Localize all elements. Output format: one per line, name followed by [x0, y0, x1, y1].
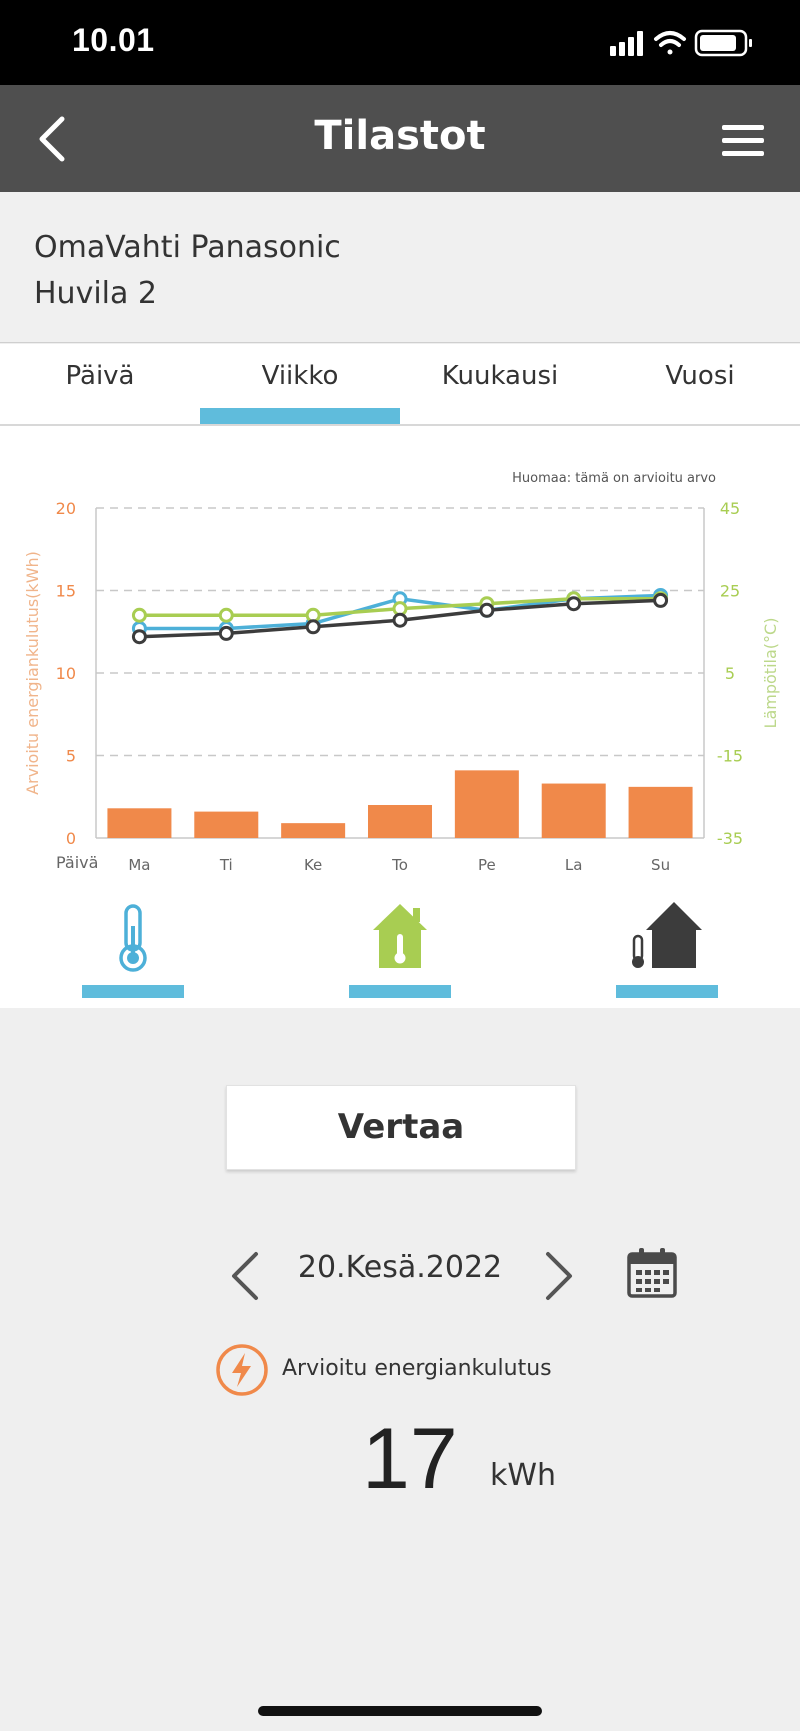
toggle-outdoor-temperature[interactable] — [616, 896, 718, 1006]
y-tick-label: 5 — [66, 747, 76, 766]
x-tick-label: To — [391, 856, 408, 874]
y2-axis-label: Lämpötila(°C) — [761, 618, 780, 729]
current-date: 20.Kesä.2022 — [297, 1250, 503, 1285]
toggle-indicator — [82, 985, 184, 998]
compare-button[interactable]: Vertaa — [226, 1085, 576, 1170]
status-time: 10.01 — [72, 22, 155, 58]
bar-Pe — [454, 770, 519, 838]
chart-note: Huomaa: tämä on arvioitu arvo — [512, 471, 716, 486]
series-point-3 — [305, 619, 321, 635]
bar-To — [368, 805, 432, 838]
bar-Su — [628, 786, 693, 838]
toggle-temperature[interactable] — [82, 896, 184, 1006]
thermometer-icon — [119, 904, 147, 972]
series-point-3 — [218, 625, 234, 641]
device-name: OmaVahti Panasonic — [34, 230, 341, 265]
x-tick-label: Ke — [304, 856, 322, 874]
y2-tick-label: 5 — [725, 664, 735, 683]
series-point-3 — [653, 592, 669, 608]
toggle-indicator — [349, 985, 451, 998]
energy-unit: kWh — [490, 1458, 557, 1493]
y2-tick-label: 45 — [720, 499, 740, 518]
chevron-left-icon — [232, 1252, 258, 1300]
x-tick-label: Ti — [219, 856, 233, 874]
tab-year[interactable]: Vuosi — [665, 361, 735, 391]
date-navigation: 20.Kesä.2022 — [0, 1240, 800, 1310]
x-tick-label: La — [565, 856, 583, 874]
series-point-3 — [131, 629, 147, 645]
bar-La — [541, 783, 606, 838]
bar-Ma — [107, 808, 172, 838]
chevron-right-icon — [546, 1252, 572, 1300]
next-date-button[interactable] — [538, 1250, 578, 1302]
device-panel: OmaVahti Panasonic Huvila 2 — [0, 192, 800, 343]
series-point-3 — [566, 596, 582, 612]
outdoor-house-icon — [632, 902, 702, 968]
x-tick-label: Su — [651, 856, 670, 874]
app-header: Tilastot — [0, 85, 800, 192]
status-icons — [610, 29, 752, 57]
chart-panel: Huomaa: tämä on arvioitu arvo 0 5 10 15 20 -35… — [0, 426, 800, 1008]
chevron-left-icon — [39, 116, 65, 162]
y2-tick-label: 25 — [720, 582, 740, 601]
calendar-icon — [627, 1248, 677, 1298]
series-point-2 — [131, 607, 147, 623]
menu-button[interactable] — [720, 121, 770, 161]
page-title: Tilastot — [314, 113, 486, 159]
bar-Ti — [194, 811, 259, 838]
x-axis-label: Päivä — [56, 853, 98, 872]
energy-value: 17 — [362, 1411, 458, 1507]
bar-Ke — [281, 823, 346, 838]
toggle-indicator — [616, 985, 718, 998]
toggle-indoor-temperature[interactable] — [349, 896, 451, 1006]
x-tick-label: Pe — [478, 856, 496, 874]
period-tabs: Päivä Viikko Kuukausi Vuosi — [0, 344, 800, 426]
device-location: Huvila 2 — [34, 276, 158, 311]
series-point-3 — [479, 602, 495, 618]
y-tick-label: 15 — [56, 582, 76, 601]
x-tick-label: Ma — [128, 856, 150, 874]
calendar-button[interactable] — [626, 1246, 678, 1300]
previous-date-button[interactable] — [226, 1250, 266, 1302]
energy-label: Arvioitu energiankulutus — [282, 1356, 552, 1381]
y-tick-label: 0 — [66, 829, 76, 848]
tab-week[interactable]: Viikko — [200, 344, 400, 424]
hamburger-icon — [722, 125, 764, 156]
series-point-3 — [392, 612, 408, 628]
home-indicator[interactable] — [258, 1706, 542, 1716]
lightning-bolt-icon — [216, 1344, 268, 1396]
y-axis-label: Arvioitu energiankulutus(kWh) — [23, 551, 42, 795]
battery-icon — [694, 29, 752, 57]
y-tick-label: 20 — [56, 499, 76, 518]
y-tick-label: 10 — [56, 664, 76, 683]
y2-tick-label: -15 — [717, 747, 743, 766]
tab-day[interactable]: Päivä — [65, 361, 135, 391]
y2-tick-label: -35 — [717, 829, 743, 848]
energy-chart: Huomaa: tämä on arvioitu arvo 0 5 10 15 20 -35… — [23, 471, 780, 874]
signal-icon — [610, 31, 643, 56]
house-thermometer-icon — [373, 904, 427, 968]
energy-summary-label: Arvioitu energiankulutus — [0, 1342, 800, 1398]
status-bar: 10.01 — [0, 0, 800, 85]
tab-month[interactable]: Kuukausi — [441, 361, 559, 391]
back-button[interactable] — [30, 111, 80, 167]
wifi-icon — [654, 31, 686, 55]
series-point-2 — [218, 607, 234, 623]
